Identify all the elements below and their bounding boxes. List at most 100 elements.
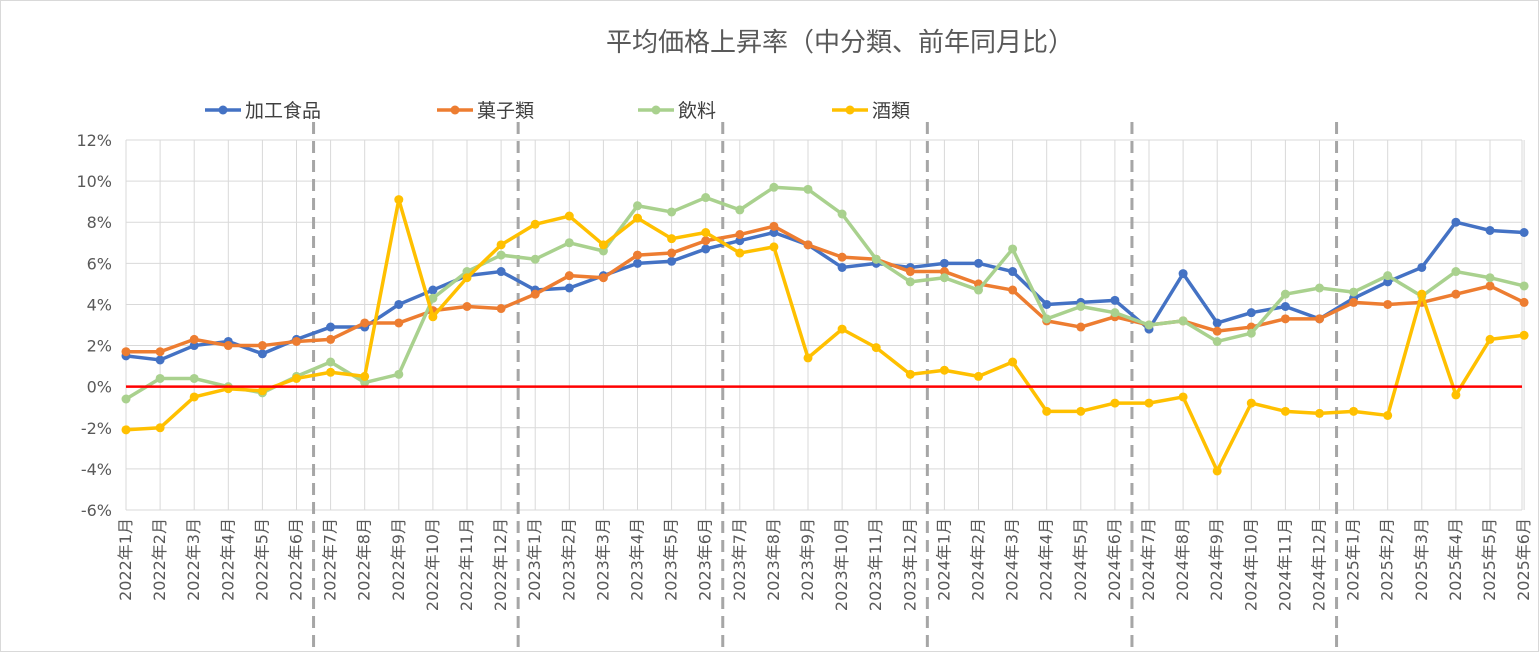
x-tick-label: 2023年3月 [593,518,612,601]
data-point [360,318,370,328]
series-lines [121,182,1529,476]
x-tick-label: 2025年3月 [1412,518,1431,601]
data-point [769,228,779,237]
data-point [1280,302,1290,311]
data-point [837,324,847,334]
x-tick-label: 2023年2月 [559,518,578,601]
data-point [1349,297,1359,307]
legend-item: 酒類 [832,100,910,122]
data-point [735,205,745,215]
data-point [769,221,779,231]
data-point [462,302,472,311]
data-point [1212,326,1222,336]
data-point [803,184,813,194]
data-point [769,242,779,252]
data-point [121,394,131,404]
y-tick-label: 6% [87,254,112,273]
y-tick-label: 12% [76,131,112,150]
data-point [1519,330,1529,340]
x-tick-label: 2023年7月 [730,518,749,601]
x-tick-label: 2022年3月 [184,518,203,601]
data-point [633,213,642,223]
x-tick-label: 2025年5月 [1480,518,1499,601]
data-point [394,318,404,328]
data-point [871,343,881,353]
data-point [428,312,438,322]
data-point [1246,308,1256,318]
x-tick-label: 2025年1月 [1344,518,1363,601]
data-point [735,230,745,240]
data-point [1349,406,1359,416]
data-point [1110,398,1120,408]
data-point [633,258,642,268]
data-point [326,322,336,332]
data-point [1110,308,1120,318]
data-point [360,371,370,381]
data-point [974,371,983,381]
x-tick-label: 2022年6月 [287,518,306,601]
data-point [1485,334,1495,344]
x-tick-label: 2023年5月 [662,518,681,601]
x-tick-label: 2024年9月 [1207,518,1226,601]
data-point [1076,322,1086,332]
data-point [1042,314,1052,324]
x-tick-label: 2025年4月 [1446,518,1465,601]
data-point [1008,267,1018,277]
series-菓子類 [121,221,1529,357]
data-point [1485,273,1495,283]
data-point [1451,390,1461,400]
legend-label: 加工食品 [245,100,321,122]
series-line [124,224,1526,354]
data-point [1519,297,1529,307]
data-point [189,392,199,402]
legend: 加工食品 菓子類 飲料 酒類 [205,100,910,122]
data-point [1110,295,1120,305]
x-tick-label: 2023年8月 [764,518,783,601]
x-tick-label: 2024年5月 [1071,518,1090,601]
data-point [633,250,642,260]
x-tick-label: 2024年1月 [934,518,953,601]
data-point [1246,328,1256,338]
data-point [905,277,915,287]
data-point [428,293,438,303]
data-point [701,228,711,237]
data-point [1315,283,1324,293]
series-酒類 [121,195,1529,476]
data-point [1485,225,1495,235]
x-tick-label: 2022年5月 [252,518,271,601]
data-point [871,254,881,264]
data-point [530,219,540,229]
data-point [1383,277,1393,287]
data-point [257,386,267,396]
data-point [326,334,336,344]
data-point [837,252,847,262]
data-point [1280,289,1290,299]
y-tick-label: 2% [87,337,112,356]
y-tick-label: -2% [81,419,112,438]
data-point [1178,269,1188,279]
x-tick-label: 2024年2月 [969,518,988,601]
data-point [803,240,813,250]
data-point [496,267,506,277]
legend-marker [845,105,855,115]
data-point [564,238,574,248]
data-point [189,341,199,351]
y-tick-label: -6% [81,501,112,520]
x-tick-label: 2025年2月 [1378,518,1397,601]
data-point [360,378,370,388]
data-point [496,304,506,314]
y-tick-label: 10% [76,172,112,191]
data-point [598,246,608,256]
data-point [1212,336,1222,346]
data-point [974,258,983,268]
data-point [326,367,336,377]
data-point [428,285,438,295]
x-tick-label: 2024年3月 [1003,518,1022,601]
x-tick-label: 2024年7月 [1139,518,1158,601]
year-half-separators [312,122,1339,650]
data-point [1315,408,1324,418]
data-point [1212,318,1222,328]
data-point [1485,281,1495,291]
y-tick-label: 0% [87,378,112,397]
